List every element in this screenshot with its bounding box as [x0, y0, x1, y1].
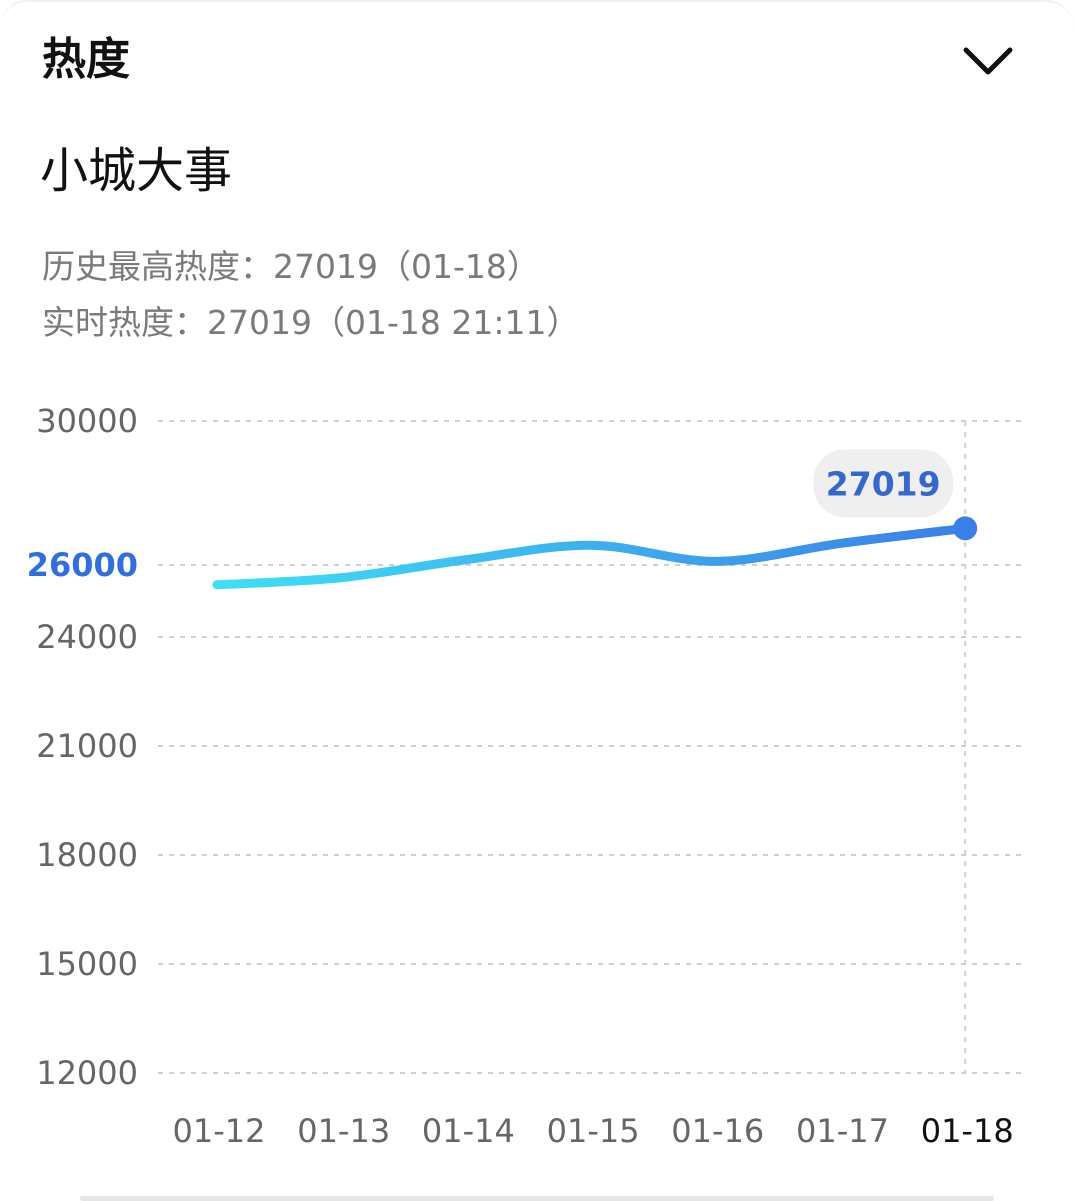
active-data-point[interactable] [953, 516, 978, 541]
peak-heat-text: 历史最高热度：27019（01-18） [42, 247, 540, 286]
tooltip-background [813, 449, 954, 518]
y-tick-label: 12000 [36, 1054, 138, 1092]
tooltip-value: 27019 [826, 464, 941, 503]
y-tick-label: 24000 [36, 618, 138, 656]
section-title: 热度 [42, 34, 130, 85]
y-axis-ticks: 30000 26000 24000 21000 18000 15000 12000 [27, 402, 138, 1092]
topic-title: 小城大事 [40, 143, 233, 199]
bottom-divider [80, 1196, 994, 1201]
data-points [953, 516, 978, 541]
x-tick-label: 01-16 [671, 1112, 764, 1150]
collapse-button[interactable] [950, 26, 1026, 96]
y-tick-label: 18000 [36, 836, 138, 874]
realtime-heat-text: 实时热度：27019（01-18 21:11） [42, 303, 580, 342]
grid-lines [158, 420, 1024, 1074]
x-tick-label: 01-15 [547, 1112, 640, 1150]
y-tick-label: 15000 [36, 945, 138, 983]
heat-line-chart: 30000 26000 24000 21000 18000 15000 12000 2701… [27, 402, 1024, 1150]
x-tick-label: 01-14 [422, 1112, 515, 1150]
y-tick-label: 21000 [36, 727, 138, 765]
x-axis-ticks: 01-12 01-13 01-14 01-15 01-16 01-17 01-18 [173, 1112, 1014, 1150]
x-tick-label: 01-12 [173, 1112, 266, 1150]
y-tick-label: 30000 [36, 402, 138, 440]
x-tick-label: 01-13 [297, 1112, 390, 1150]
value-tooltip: 27019 [813, 449, 954, 518]
x-tick-label: 01-17 [796, 1112, 889, 1150]
series-line [212, 523, 970, 590]
chevron-down-icon [963, 47, 1013, 75]
x-tick-label: 01-18 [921, 1112, 1014, 1150]
y-tick-label: 26000 [27, 546, 138, 584]
